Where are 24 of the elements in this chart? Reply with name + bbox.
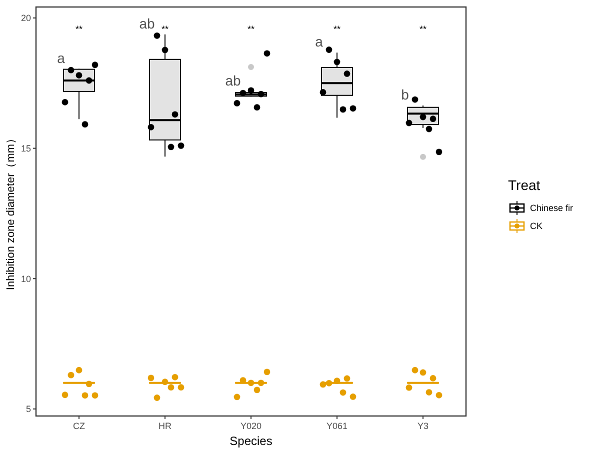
x-axis-title: Species xyxy=(230,434,272,448)
annotation: ab xyxy=(139,15,155,32)
y-tick-label: 15 xyxy=(20,143,31,154)
x-tick-label: Y3 xyxy=(417,421,429,431)
x-tick-label: HR xyxy=(158,421,172,431)
annotation: a xyxy=(57,50,66,66)
y-tick-label: 10 xyxy=(20,274,31,284)
x-tick-label: Y020 xyxy=(240,421,262,431)
y-tick-label: 5 xyxy=(26,404,31,414)
annotation: ** xyxy=(419,24,427,34)
y-tick-label: 20 xyxy=(20,13,31,24)
annotation: b xyxy=(401,86,410,103)
annotation: a xyxy=(315,34,324,50)
legend-label: CK xyxy=(530,221,543,232)
x-tick-label: CZ xyxy=(73,421,86,431)
annotation: ab xyxy=(225,72,241,88)
annotation: ** xyxy=(333,24,341,34)
legend-label: Chinese fir xyxy=(530,203,574,214)
annotation: ** xyxy=(75,24,83,34)
legend-title: Treat xyxy=(508,177,540,193)
annotation: ** xyxy=(161,24,169,34)
y-axis-title: Inhibition zone diameter（mm） xyxy=(5,132,17,290)
annotation: ** xyxy=(247,24,255,34)
x-tick-label: Y061 xyxy=(326,421,348,431)
